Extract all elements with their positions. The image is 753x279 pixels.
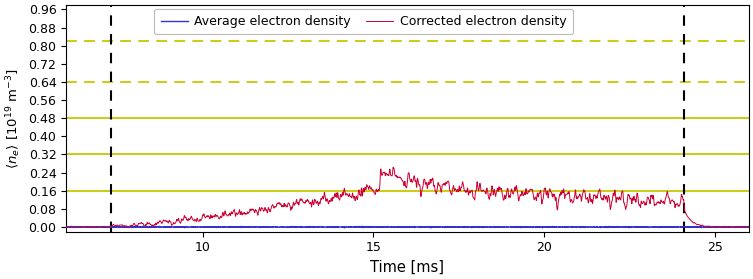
Average electron density [151, 225, 160, 228]
Average electron density [353, 225, 362, 229]
Y-axis label: $\langle n_e \rangle\ [10^{19}\ \mathrm{m}^{-3}]$: $\langle n_e \rangle\ [10^{19}\ \mathrm{… [5, 68, 23, 169]
Corrected electron density [353, 198, 362, 201]
X-axis label: Time [ms]: Time [ms] [370, 260, 444, 275]
Corrected electron density [744, 225, 753, 229]
Average electron density [139, 225, 148, 229]
Average electron density [62, 225, 71, 229]
Corrected electron density [323, 200, 332, 204]
Corrected electron density [731, 225, 740, 229]
Line: Average electron density: Average electron density [66, 226, 748, 228]
Corrected electron density [389, 166, 398, 169]
Corrected electron density [726, 226, 735, 229]
Average electron density [744, 225, 753, 228]
Average electron density [658, 226, 667, 229]
Legend: Average electron density, Corrected electron density: Average electron density, Corrected elec… [154, 9, 572, 34]
Average electron density [324, 225, 333, 229]
Average electron density [180, 226, 189, 229]
Average electron density [731, 226, 740, 229]
Corrected electron density [657, 200, 666, 204]
Line: Corrected electron density: Corrected electron density [66, 167, 748, 228]
Corrected electron density [139, 224, 148, 228]
Corrected electron density [62, 225, 71, 229]
Average electron density [426, 226, 435, 230]
Corrected electron density [180, 214, 189, 218]
